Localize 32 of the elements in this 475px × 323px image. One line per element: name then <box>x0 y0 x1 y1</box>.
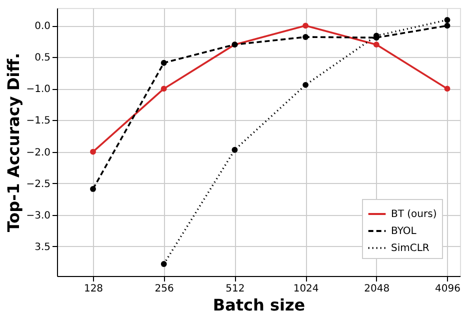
point <box>90 186 96 192</box>
x-axis-title: Batch size <box>212 296 306 314</box>
y-tick-label: −3.0 <box>26 210 50 222</box>
x-tick-label: 1024 <box>293 284 319 294</box>
point <box>160 86 167 92</box>
x-tick-label: 4096 <box>435 284 460 294</box>
point <box>302 22 309 29</box>
y-tick-label: 0.5 <box>34 52 50 64</box>
legend-label: BT (ours) <box>391 209 437 220</box>
point <box>302 82 309 88</box>
point <box>444 17 450 23</box>
x-tick-label: 512 <box>226 284 245 294</box>
y-tick-label: −2.5 <box>26 178 50 190</box>
point <box>302 34 309 40</box>
point <box>444 86 450 92</box>
x-tick-label: 2048 <box>364 284 390 294</box>
point <box>232 146 238 153</box>
y-tick-label: −2.0 <box>26 147 50 158</box>
point <box>444 22 450 29</box>
y-axis-title: Top-1 Accuracy Diff. <box>4 52 24 232</box>
legend-label: BYOL <box>391 226 417 237</box>
y-tick-label: 0.0 <box>34 21 50 32</box>
y-tick-label: 3.5 <box>34 242 50 253</box>
point <box>90 148 96 155</box>
y-tick-label: −1.5 <box>26 116 50 127</box>
point <box>373 42 380 48</box>
legend-label: SimCLR <box>391 243 430 254</box>
x-tick-label: 128 <box>84 284 104 294</box>
y-tick-label: −1.0 <box>26 84 50 96</box>
x-tick-label: 256 <box>154 284 174 294</box>
point <box>160 261 167 267</box>
point <box>160 60 167 66</box>
